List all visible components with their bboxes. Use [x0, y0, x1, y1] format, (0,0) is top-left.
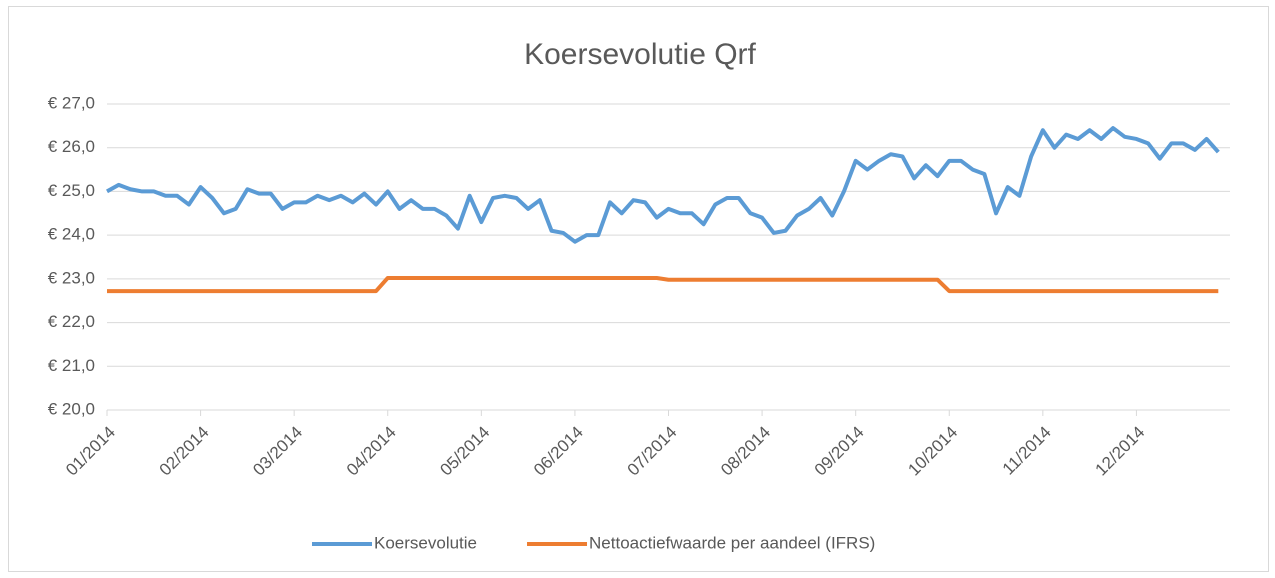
legend-label: Koersevolutie	[374, 533, 477, 552]
y-tick-label: € 20,0	[48, 399, 95, 418]
y-tick-label: € 23,0	[48, 268, 95, 287]
series-line	[107, 275, 1219, 294]
y-tick-label: € 21,0	[48, 356, 95, 375]
y-tick-label: € 26,0	[48, 137, 95, 156]
y-tick-label: € 22,0	[48, 312, 95, 331]
y-tick-label: € 27,0	[48, 93, 95, 112]
chart-title: Koersevolutie Qrf	[524, 38, 756, 71]
y-tick-label: € 24,0	[48, 225, 95, 244]
y-tick-label: € 25,0	[48, 181, 95, 200]
series-line	[106, 126, 1220, 244]
chart-border	[8, 6, 1269, 572]
legend-label: Nettoactiefwaarde per aandeel (IFRS)	[589, 533, 875, 552]
